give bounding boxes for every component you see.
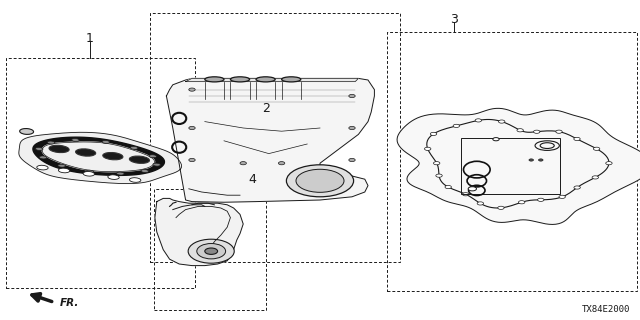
Ellipse shape [49,145,69,153]
Ellipse shape [477,202,484,205]
Ellipse shape [36,165,48,170]
Ellipse shape [433,162,440,165]
Ellipse shape [35,148,43,150]
Ellipse shape [574,186,580,189]
Ellipse shape [475,119,481,122]
Ellipse shape [197,244,226,259]
Ellipse shape [605,162,612,165]
Text: TX84E2000: TX84E2000 [582,305,630,314]
Ellipse shape [453,124,460,127]
Ellipse shape [287,165,354,197]
Ellipse shape [129,178,141,182]
Ellipse shape [559,195,565,198]
Ellipse shape [349,126,355,130]
Ellipse shape [296,169,344,192]
Ellipse shape [205,77,224,82]
Ellipse shape [72,139,79,141]
Ellipse shape [149,155,157,158]
Ellipse shape [518,201,525,204]
Ellipse shape [493,138,499,141]
Polygon shape [166,78,374,202]
Ellipse shape [593,147,600,150]
Ellipse shape [86,170,93,173]
Ellipse shape [539,159,543,161]
Ellipse shape [436,174,442,177]
Ellipse shape [108,175,119,180]
Ellipse shape [20,129,33,134]
Text: 2: 2 [262,102,269,115]
Bar [387,32,637,291]
Ellipse shape [189,126,195,130]
Ellipse shape [205,248,218,254]
Ellipse shape [141,170,148,172]
Text: 3: 3 [451,13,458,26]
Bar [150,13,400,262]
Ellipse shape [153,163,161,166]
Ellipse shape [39,156,47,159]
Bar [6,58,195,288]
Ellipse shape [445,185,451,188]
Polygon shape [33,137,164,175]
Text: FR.: FR. [60,298,79,308]
Ellipse shape [131,147,138,149]
Ellipse shape [592,176,598,179]
Ellipse shape [468,187,476,191]
Ellipse shape [430,132,436,135]
Ellipse shape [83,172,95,176]
Polygon shape [155,198,243,266]
Ellipse shape [574,137,580,140]
Ellipse shape [188,239,234,263]
Polygon shape [42,142,155,172]
Ellipse shape [282,77,301,82]
Ellipse shape [499,120,505,123]
Ellipse shape [189,88,195,91]
Ellipse shape [102,140,109,143]
Ellipse shape [116,172,124,175]
Text: 1: 1 [86,32,93,45]
Ellipse shape [517,129,524,132]
Ellipse shape [76,149,96,156]
Ellipse shape [240,162,246,165]
Ellipse shape [230,77,250,82]
Ellipse shape [424,147,431,150]
Ellipse shape [129,156,150,163]
Ellipse shape [349,158,355,162]
Polygon shape [397,108,640,224]
Ellipse shape [529,159,534,161]
Ellipse shape [498,206,504,209]
Polygon shape [19,132,182,184]
Ellipse shape [189,158,195,162]
Ellipse shape [556,130,562,133]
Ellipse shape [256,77,275,82]
Bar [461,138,560,194]
Ellipse shape [58,164,65,167]
Ellipse shape [463,193,469,196]
Polygon shape [186,78,358,82]
Ellipse shape [538,198,544,201]
Bar [154,189,266,310]
Ellipse shape [58,168,70,173]
Ellipse shape [103,153,123,160]
Ellipse shape [534,130,540,133]
Ellipse shape [278,162,285,165]
Ellipse shape [47,141,55,144]
Text: 4: 4 [249,173,257,186]
Ellipse shape [349,94,355,98]
